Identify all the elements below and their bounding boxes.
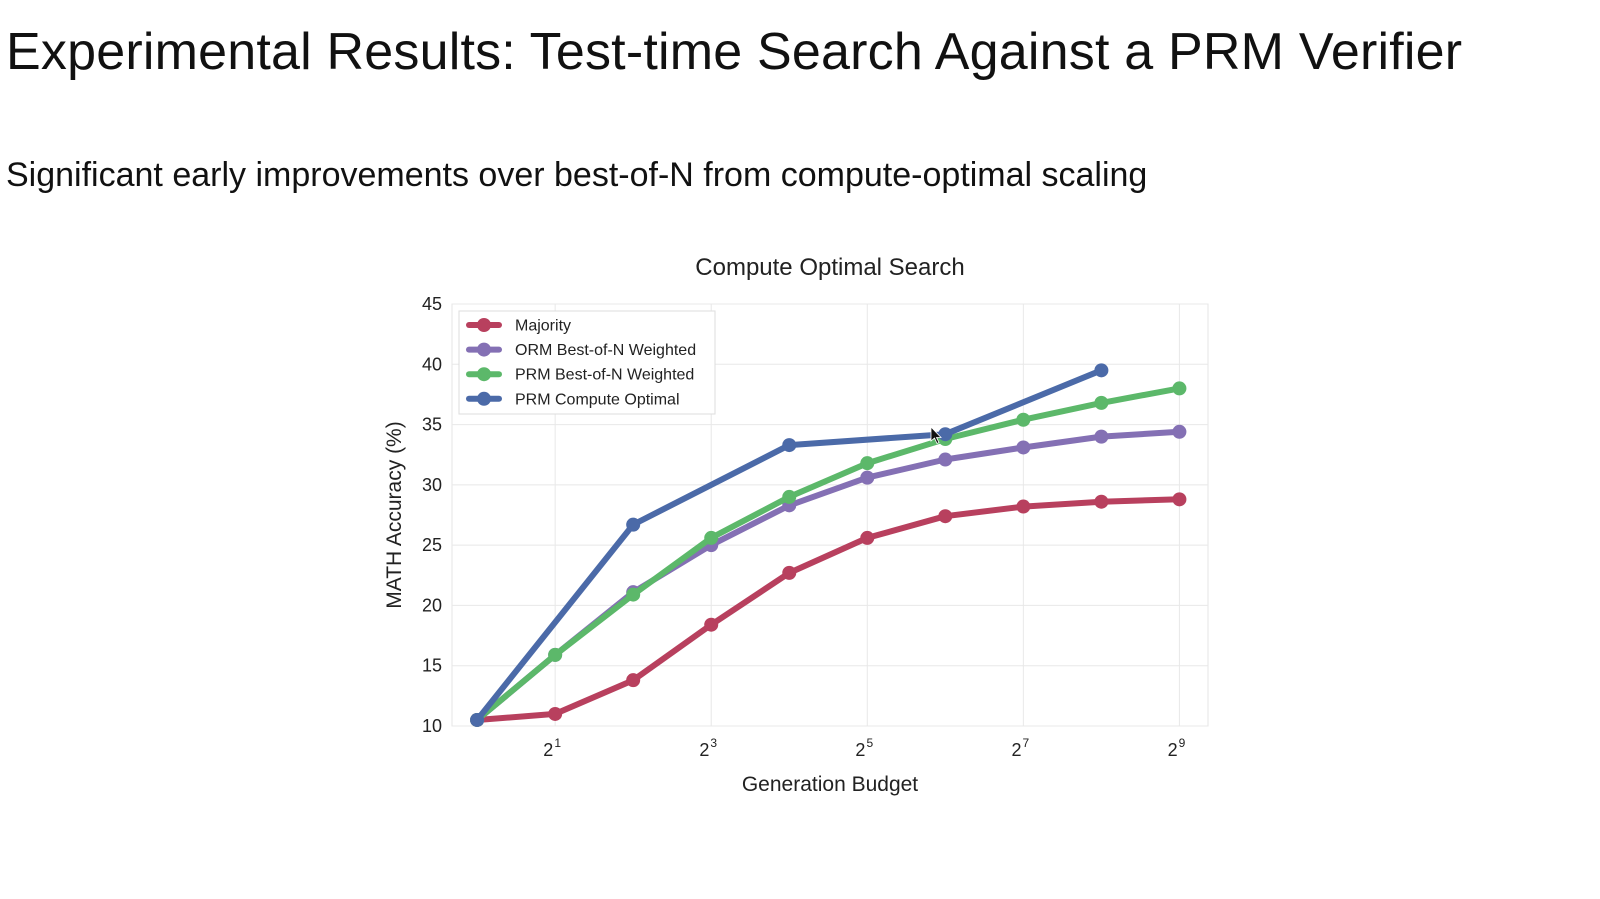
- x-tick-label: 25: [855, 736, 873, 760]
- data-point-majority: [626, 673, 641, 688]
- x-tick-label: 27: [1011, 736, 1029, 760]
- data-point-prm-best-of-n-weighted: [1172, 381, 1187, 396]
- data-point-majority: [548, 706, 563, 721]
- legend-item: PRM Best-of-N Weighted: [466, 367, 694, 384]
- data-point-prm-compute-optimal: [470, 712, 485, 727]
- data-point-orm-best-of-n-weighted: [1094, 429, 1109, 444]
- y-axis-label: MATH Accuracy (%): [383, 421, 406, 608]
- legend-label: ORM Best-of-N Weighted: [515, 342, 696, 359]
- legend-swatch-marker: [477, 391, 491, 406]
- data-point-prm-compute-optimal: [1094, 363, 1109, 378]
- legend-label: Majority: [515, 318, 571, 335]
- data-point-orm-best-of-n-weighted: [938, 452, 953, 467]
- legend-swatch-marker: [477, 367, 491, 382]
- legend-item: PRM Compute Optimal: [466, 391, 680, 408]
- data-point-prm-best-of-n-weighted: [1016, 412, 1031, 427]
- x-axis-ticks: 21 23 25 27 29: [543, 736, 1185, 760]
- series-line-prm-best-of-n-weighted: [474, 385, 1183, 723]
- data-point-majority: [938, 509, 953, 524]
- legend-label: PRM Compute Optimal: [515, 391, 680, 408]
- data-point-prm-best-of-n-weighted: [704, 530, 719, 545]
- legend-swatch-marker: [477, 342, 491, 357]
- data-point-prm-compute-optimal: [938, 427, 953, 442]
- legend-swatch-marker: [477, 318, 491, 332]
- data-point-majority: [860, 530, 875, 545]
- data-point-prm-best-of-n-weighted: [782, 489, 797, 504]
- slide-title: Experimental Results: Test-time Search A…: [6, 23, 1463, 81]
- y-axis-ticks: 10 15 20 25 30 35 40 45: [422, 294, 442, 736]
- chart-title: Compute Optimal Search: [695, 254, 964, 281]
- data-point-majority: [1094, 494, 1109, 509]
- data-point-majority: [782, 565, 797, 580]
- x-axis-label: Generation Budget: [742, 773, 918, 796]
- data-point-orm-best-of-n-weighted: [1016, 440, 1031, 455]
- data-point-orm-best-of-n-weighted: [1172, 424, 1187, 439]
- slide-subtitle: Significant early improvements over best…: [6, 156, 1148, 194]
- y-tick-label: 25: [422, 535, 442, 555]
- legend-box: [458, 310, 716, 415]
- data-point-majority: [1016, 499, 1031, 514]
- data-point-prm-compute-optimal: [626, 517, 641, 532]
- data-point-prm-best-of-n-weighted: [626, 587, 641, 602]
- y-tick-label: 20: [422, 595, 442, 615]
- x-tick-label: 21: [543, 736, 561, 760]
- legend-item: ORM Best-of-N Weighted: [466, 342, 696, 359]
- data-point-majority: [1172, 492, 1187, 507]
- data-point-majority: [704, 617, 719, 632]
- legend: Majority ORM Best-of-N Weighted PRM Best-o…: [458, 310, 716, 415]
- data-point-orm-best-of-n-weighted: [860, 470, 875, 485]
- data-point-prm-best-of-n-weighted: [1094, 395, 1109, 410]
- series-layer: [470, 363, 1187, 727]
- data-point-prm-compute-optimal: [782, 438, 797, 453]
- x-tick-label: 29: [1168, 736, 1186, 760]
- series-line-majority: [474, 496, 1183, 723]
- legend-item: Majority: [466, 318, 571, 335]
- legend-label: PRM Best-of-N Weighted: [515, 367, 694, 384]
- y-tick-label: 15: [422, 656, 442, 676]
- y-tick-label: 40: [422, 354, 442, 374]
- x-tick-label: 23: [699, 736, 717, 760]
- y-tick-label: 35: [422, 415, 442, 435]
- y-tick-label: 10: [422, 716, 442, 736]
- mouse-cursor-icon: [930, 426, 942, 445]
- y-tick-label: 45: [422, 294, 442, 314]
- y-tick-label: 30: [422, 475, 442, 495]
- series-prm-compute-optimal: [470, 363, 1109, 727]
- data-point-prm-best-of-n-weighted: [548, 647, 563, 662]
- data-point-prm-best-of-n-weighted: [860, 456, 875, 471]
